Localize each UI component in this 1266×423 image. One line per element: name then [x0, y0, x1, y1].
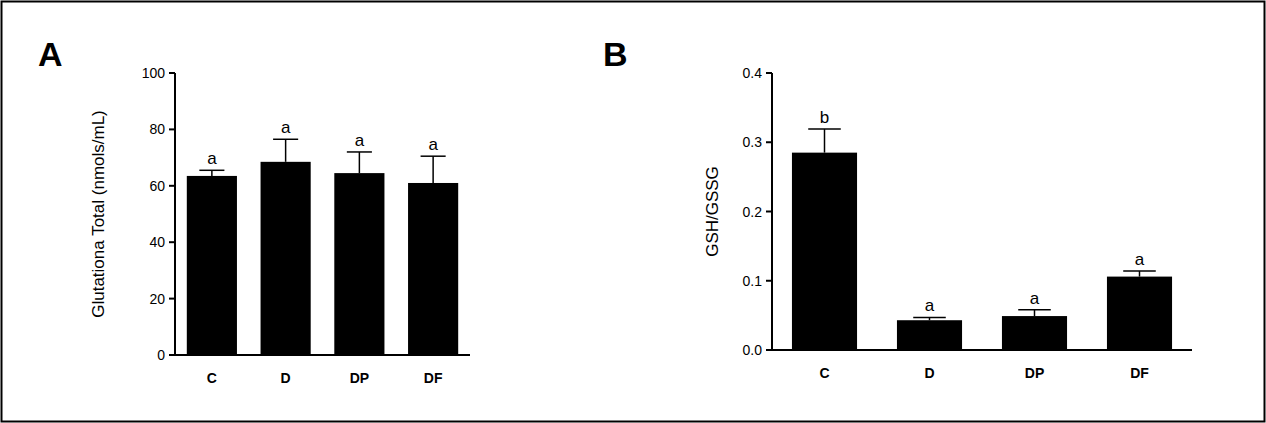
x-tick-label: DP: [350, 370, 369, 386]
x-tick-label: DP: [1025, 365, 1044, 381]
y-tick: [766, 141, 772, 143]
y-tick: [766, 211, 772, 213]
error-bar: [1018, 310, 1051, 316]
figure-frame: [2, 2, 1265, 422]
bar: [897, 320, 962, 350]
bar: [261, 162, 311, 355]
y-tick: [169, 128, 175, 130]
error-bar: [273, 139, 298, 162]
bar: [187, 176, 237, 355]
panel-label: B: [603, 35, 628, 73]
y-tick: [169, 185, 175, 187]
y-tick-label: 100: [142, 65, 166, 81]
x-tick-label: D: [924, 365, 934, 381]
y-tick-label: 80: [149, 121, 165, 137]
bar: [408, 183, 458, 355]
significance-letter: a: [428, 135, 438, 154]
error-bar: [347, 152, 372, 173]
bars: [792, 129, 1172, 350]
bars: [187, 139, 458, 355]
y-tick: [169, 241, 175, 243]
bar: [1002, 316, 1067, 350]
y-axis-line: [174, 73, 176, 355]
significance-letter: b: [820, 108, 829, 127]
y-tick: [766, 72, 772, 74]
panel-label: A: [38, 35, 63, 73]
significance-letter: a: [207, 149, 217, 168]
y-tick-label: 0.4: [743, 65, 763, 81]
y-tick: [766, 349, 772, 351]
y-tick-label: 0.3: [743, 134, 763, 150]
panel: B GSH/GSSG 0.0 0.1 0.2 0.3 0.4 b Ca Da DP a DF: [603, 35, 1192, 381]
y-tick-label: 0.2: [743, 204, 763, 220]
error-bar: [421, 156, 446, 183]
significance-letter: a: [355, 131, 365, 150]
y-axis-label: Glutationa Total (nmols/mL): [89, 110, 108, 318]
error-bar: [913, 317, 946, 320]
significance-letter: a: [925, 296, 935, 315]
y-tick: [169, 72, 175, 74]
significance-letter: a: [1135, 250, 1145, 269]
y-tick-label: 20: [149, 291, 165, 307]
y-axis-label: GSH/GSSG: [703, 166, 722, 257]
x-tick-label: C: [207, 370, 217, 386]
y-tick: [169, 354, 175, 356]
y-tick: [169, 298, 175, 300]
x-tick-label: DF: [424, 370, 443, 386]
y-tick: [766, 280, 772, 282]
panel: A Glutationa Total (nmols/mL) 0 20 40 60 80 100…: [38, 35, 470, 386]
bar: [334, 173, 384, 355]
error-bar: [808, 129, 841, 153]
y-tick-label: 0.0: [743, 342, 763, 358]
error-bar: [199, 170, 224, 176]
bar: [792, 153, 857, 350]
y-tick-label: 0.1: [743, 273, 763, 289]
significance-letter: a: [281, 118, 291, 137]
x-tick-label: DF: [1130, 365, 1149, 381]
y-tick-label: 60: [149, 178, 165, 194]
y-tick-label: 40: [149, 234, 165, 250]
bar: [1107, 277, 1172, 350]
x-tick-label: C: [819, 365, 829, 381]
figure: A Glutationa Total (nmols/mL) 0 20 40 60 80 100…: [0, 0, 1266, 423]
error-bar: [1123, 271, 1156, 277]
x-tick-label: D: [281, 370, 291, 386]
significance-letter: a: [1030, 289, 1040, 308]
y-tick-label: 0: [157, 347, 165, 363]
